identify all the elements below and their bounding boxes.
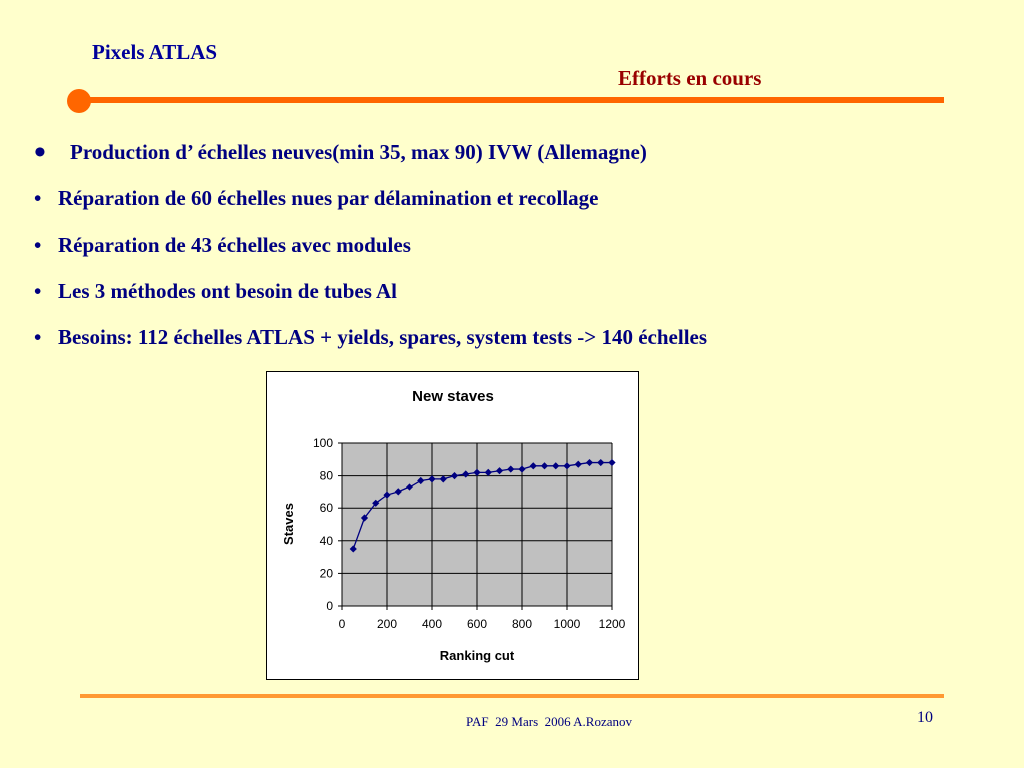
- x-tick-label: 600: [467, 617, 487, 631]
- y-tick-label: 0: [326, 599, 333, 613]
- header-rule: [80, 97, 944, 103]
- slide-title: Efforts en cours: [618, 66, 762, 90]
- bullet-text: Réparation de 43 échelles avec modules: [58, 233, 411, 257]
- data-point: [540, 462, 549, 470]
- data-point: [518, 465, 526, 473]
- y-tick-label: 40: [320, 534, 334, 548]
- data-point: [349, 545, 357, 553]
- bullet-item: • Réparation de 43 échelles avec modules: [34, 233, 411, 258]
- data-point: [360, 514, 369, 522]
- x-tick-label: 800: [512, 617, 532, 631]
- data-point: [394, 488, 402, 496]
- data-point: [608, 458, 616, 467]
- x-tick-label: 0: [339, 617, 346, 631]
- data-point: [507, 465, 515, 473]
- bullet-text: Besoins: 112 échelles ATLAS + yields, sp…: [58, 325, 708, 349]
- bullet-dot: •: [34, 325, 42, 349]
- y-tick-label: 80: [320, 469, 334, 483]
- bullet-item: • Besoins: 112 échelles ATLAS + yields, s…: [34, 325, 707, 350]
- bullet-dot: •: [34, 186, 42, 210]
- data-point: [529, 462, 537, 470]
- bullet-text: Réparation de 60 échelles nues par délam…: [58, 186, 599, 210]
- footer-rule: [80, 694, 944, 698]
- bullet-item: • Les 3 méthodes ont besoin de tubes Al: [34, 279, 397, 304]
- chart-panel: New staves 0 20 40 60 80 100 0 200 400 600 800 1000…: [266, 371, 639, 680]
- data-point: [563, 462, 571, 470]
- bullet-item: • Réparation de 60 échelles nues par déla…: [34, 186, 599, 211]
- data-point: [585, 458, 594, 467]
- bullet-item: • Production d’ échelles neuves(min 35, m…: [34, 134, 647, 172]
- footer-text: PAF 29 Mars 2006 A.Rozanov: [466, 714, 633, 729]
- bullet-dot: •: [34, 134, 46, 171]
- page-number: 10: [917, 709, 933, 726]
- data-point: [372, 499, 380, 507]
- bullet-dot: •: [34, 279, 42, 303]
- data-point: [597, 458, 605, 467]
- y-tick-label: 60: [320, 501, 334, 515]
- y-tick-label: 100: [313, 436, 333, 450]
- data-point: [417, 476, 425, 485]
- data-point: [439, 475, 447, 483]
- data-point: [473, 468, 481, 476]
- data-point: [495, 467, 504, 475]
- x-tick-label: 1200: [599, 617, 626, 631]
- y-axis-label: Staves: [281, 503, 296, 545]
- header-title: Pixels ATLAS: [92, 40, 218, 64]
- data-point: [574, 460, 582, 468]
- bullet-dot: •: [34, 233, 42, 257]
- bullet-text: Les 3 méthodes ont besoin de tubes Al: [58, 279, 397, 303]
- bullet-text: Production d’ échelles neuves(min 35, ma…: [70, 140, 647, 164]
- data-point: [552, 462, 560, 470]
- data-point: [484, 468, 492, 476]
- x-axis-label: Ranking cut: [440, 648, 515, 663]
- data-point: [405, 483, 414, 491]
- x-tick-label: 1000: [554, 617, 581, 631]
- chart-title: New staves: [412, 388, 494, 405]
- data-point: [462, 470, 470, 478]
- x-tick-label: 400: [422, 617, 442, 631]
- y-tick-label: 20: [320, 566, 334, 580]
- data-point: [428, 475, 436, 483]
- data-point: [450, 472, 459, 480]
- data-point: [383, 491, 391, 499]
- x-tick-label: 200: [377, 617, 397, 631]
